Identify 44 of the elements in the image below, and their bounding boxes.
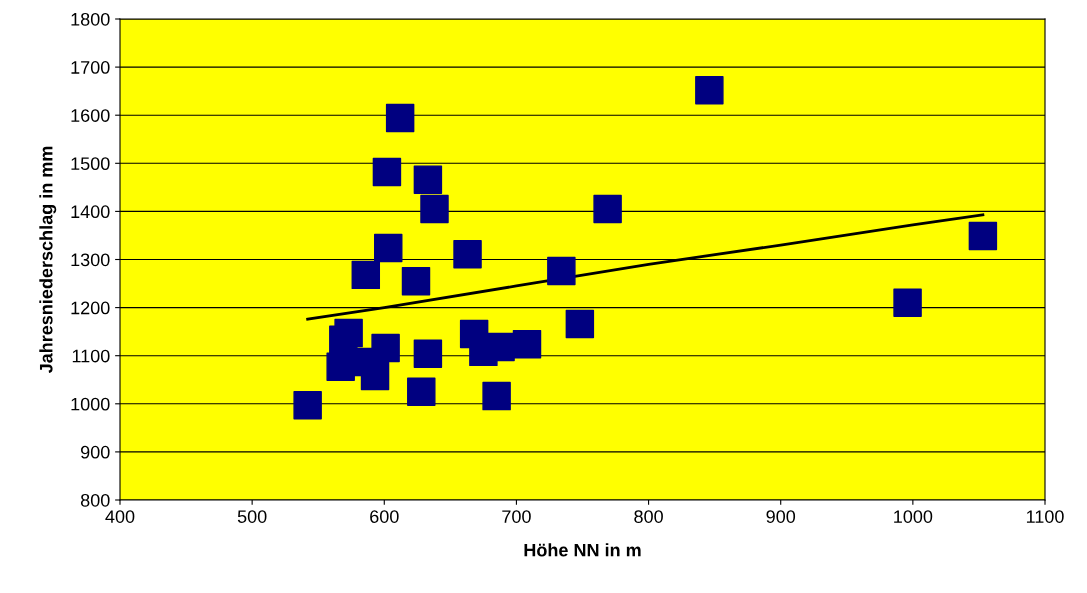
y-tick-label: 800 [80,493,110,507]
point [512,329,542,359]
x-tick-label: 400 [105,510,135,523]
point [385,103,415,133]
y-tick-label: 1400 [71,205,110,219]
point [351,260,381,290]
y-tick-label: 1300 [71,253,110,267]
point [565,309,595,339]
point [407,377,436,407]
point [893,288,922,318]
point [486,332,515,362]
y-tick-label: 1100 [72,349,110,363]
x-tick-label: 600 [370,510,399,523]
point [401,266,431,296]
point [453,239,482,269]
y-tick-label: 1500 [71,157,110,171]
y-tick-label: 1600 [71,109,110,122]
point [695,75,724,105]
point [326,352,355,381]
point [413,165,443,194]
y-tick-label: 1000 [71,397,110,411]
y-tick-label: 1200 [71,301,110,315]
point [360,361,390,391]
point [334,318,363,348]
point [372,157,402,187]
point [547,256,576,286]
point [293,391,322,420]
y-tick-label: 1700 [71,61,110,74]
x-tick-label: 700 [502,510,531,523]
x-tick-label: 500 [237,510,267,523]
y-tick-label: 900 [81,445,110,459]
y-axis-title: Jahresniederschlag in mm [39,146,57,374]
x-tick-label: 1100 [1026,510,1064,523]
point [482,381,511,411]
x-axis-title: Höhe NN in m [524,543,641,557]
point [593,194,622,224]
x-tick-label: 800 [634,510,663,523]
point [374,233,403,263]
x-tick-label: 900 [766,510,796,523]
x-tick-label: 1000 [894,510,933,523]
point [968,221,998,251]
y-tick-label: 1800 [71,12,110,26]
point [420,194,449,224]
point [413,339,443,369]
